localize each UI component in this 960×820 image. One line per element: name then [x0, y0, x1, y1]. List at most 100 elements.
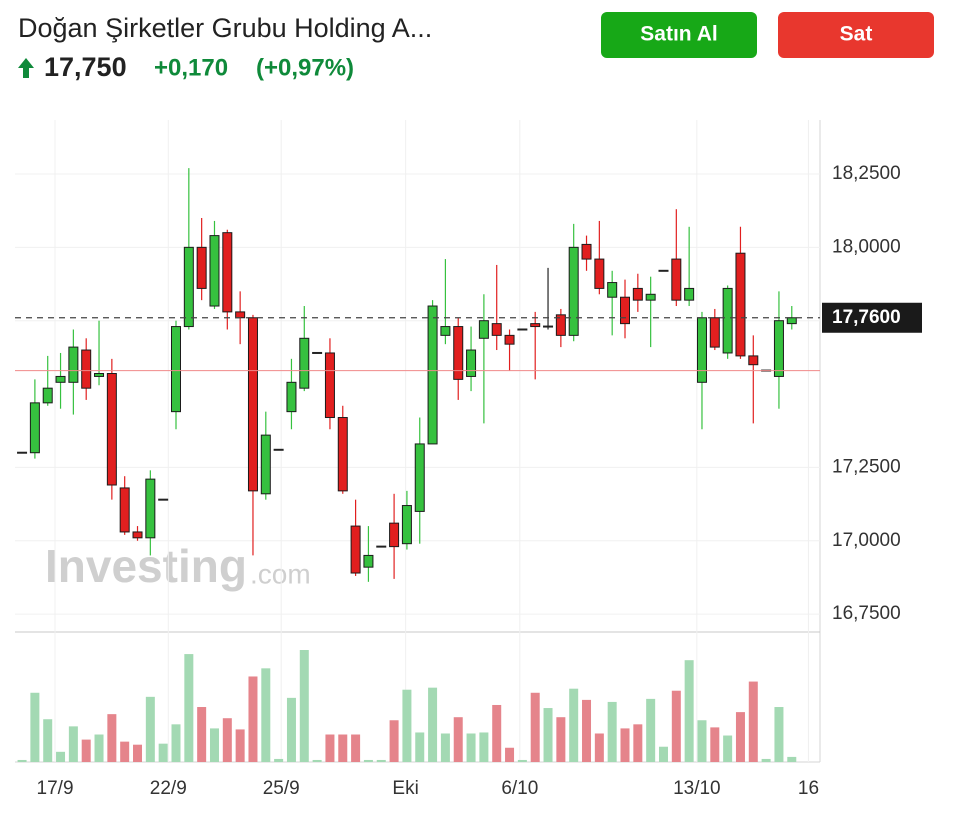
x-tick-label: 6/10 [501, 778, 538, 799]
volume-bar [248, 676, 258, 762]
volume-bar [582, 699, 592, 762]
candle-body [106, 373, 117, 486]
candle-body [401, 505, 412, 545]
volume-bar [402, 689, 412, 762]
candle-body [581, 243, 592, 260]
volume-bar [145, 696, 155, 762]
candle-body [427, 305, 438, 445]
price-change-percent: (+0,97%) [256, 54, 354, 81]
candle-body [607, 282, 618, 298]
volume-bar [107, 714, 117, 762]
candle-body [389, 522, 400, 548]
x-tick-label: 16 [798, 778, 819, 799]
volume-bar [312, 759, 322, 762]
candle-body [632, 287, 643, 301]
candle-body [350, 525, 361, 574]
volume-bar [30, 692, 40, 762]
volume-bar [158, 743, 168, 762]
volume-bar [274, 758, 284, 762]
volume-bar [43, 719, 53, 762]
candle-body [440, 326, 451, 336]
volume-bar [415, 732, 425, 762]
volume-bar [94, 734, 104, 762]
volume-bar [197, 707, 207, 762]
volume-bar [453, 717, 463, 762]
volume-bar [120, 741, 130, 762]
candle-body [696, 317, 707, 383]
y-tick-label: 17,0000 [832, 530, 901, 551]
candle-body [247, 317, 258, 492]
volume-bar [428, 687, 438, 762]
volume-bar [17, 759, 27, 762]
volume-bar [466, 733, 476, 762]
volume-bar [133, 744, 143, 762]
x-tick-label: 13/10 [673, 778, 721, 799]
candle-body [568, 246, 579, 336]
volume-bar [363, 759, 373, 762]
y-tick-label: 17,2500 [832, 456, 901, 477]
volume-bar [492, 704, 502, 762]
candle-body [478, 320, 489, 339]
volume-bar [671, 690, 681, 762]
current-price-box [822, 302, 922, 333]
volume-bar [646, 698, 656, 762]
y-tick-label: 18,2500 [832, 163, 901, 184]
volume-bar [684, 660, 694, 762]
sell-button[interactable]: Sat [778, 12, 934, 58]
watermark-suffix: .com [250, 558, 311, 589]
volume-bar [479, 732, 489, 762]
candle-body [645, 293, 656, 301]
candle-body [735, 252, 746, 357]
volume-bar [607, 701, 617, 762]
volume-bar [376, 759, 386, 762]
candle-body [29, 402, 40, 454]
candle-body [773, 320, 784, 377]
last-price: 17,750 [44, 52, 127, 82]
volume-bar [594, 733, 604, 762]
candle-body [183, 246, 194, 328]
volume-bar [697, 720, 707, 762]
volume-bar [235, 729, 245, 762]
instrument-title: Doğan Şirketler Grubu Holding A... [18, 13, 432, 43]
y-tick-label: 18,0000 [832, 236, 901, 257]
candle-body [42, 387, 53, 404]
buy-button[interactable]: Satın Al [601, 12, 757, 58]
candle-body [299, 337, 310, 389]
volume-bar [761, 758, 771, 762]
volume-bar [56, 751, 66, 762]
buy-button-label[interactable]: Satın Al [640, 23, 717, 46]
candle-body [594, 258, 605, 289]
candle-body [491, 323, 502, 336]
candle-body [504, 334, 515, 345]
volume-bar [633, 724, 643, 762]
candle-body [94, 373, 105, 377]
candle-body [132, 531, 143, 539]
candle-body [286, 381, 297, 413]
volume-bar [543, 708, 553, 762]
current-price-label: 17,7600 [832, 307, 901, 328]
volume-bar [748, 681, 758, 762]
volume-bar [723, 735, 733, 762]
volume-bar [569, 688, 579, 762]
buy-button-bg[interactable] [601, 12, 757, 58]
x-tick-label: Eki [392, 778, 418, 799]
x-tick-label: 25/9 [263, 778, 300, 799]
candle-body [722, 287, 733, 354]
volume-bar [735, 712, 745, 762]
volume-bar [68, 726, 78, 762]
candle-body [209, 235, 220, 307]
candle-body [414, 443, 425, 512]
candle-body [55, 375, 66, 383]
candle-body [671, 258, 682, 301]
volume-bar [209, 728, 219, 762]
volume-bar [774, 707, 784, 762]
x-tick-label: 17/9 [37, 778, 74, 799]
sell-button-bg[interactable] [778, 12, 934, 58]
candle-body [337, 417, 348, 492]
volume-bar [325, 734, 335, 762]
candle-body [235, 311, 246, 319]
candle-body [684, 287, 695, 301]
sell-button-label[interactable]: Sat [840, 23, 873, 46]
